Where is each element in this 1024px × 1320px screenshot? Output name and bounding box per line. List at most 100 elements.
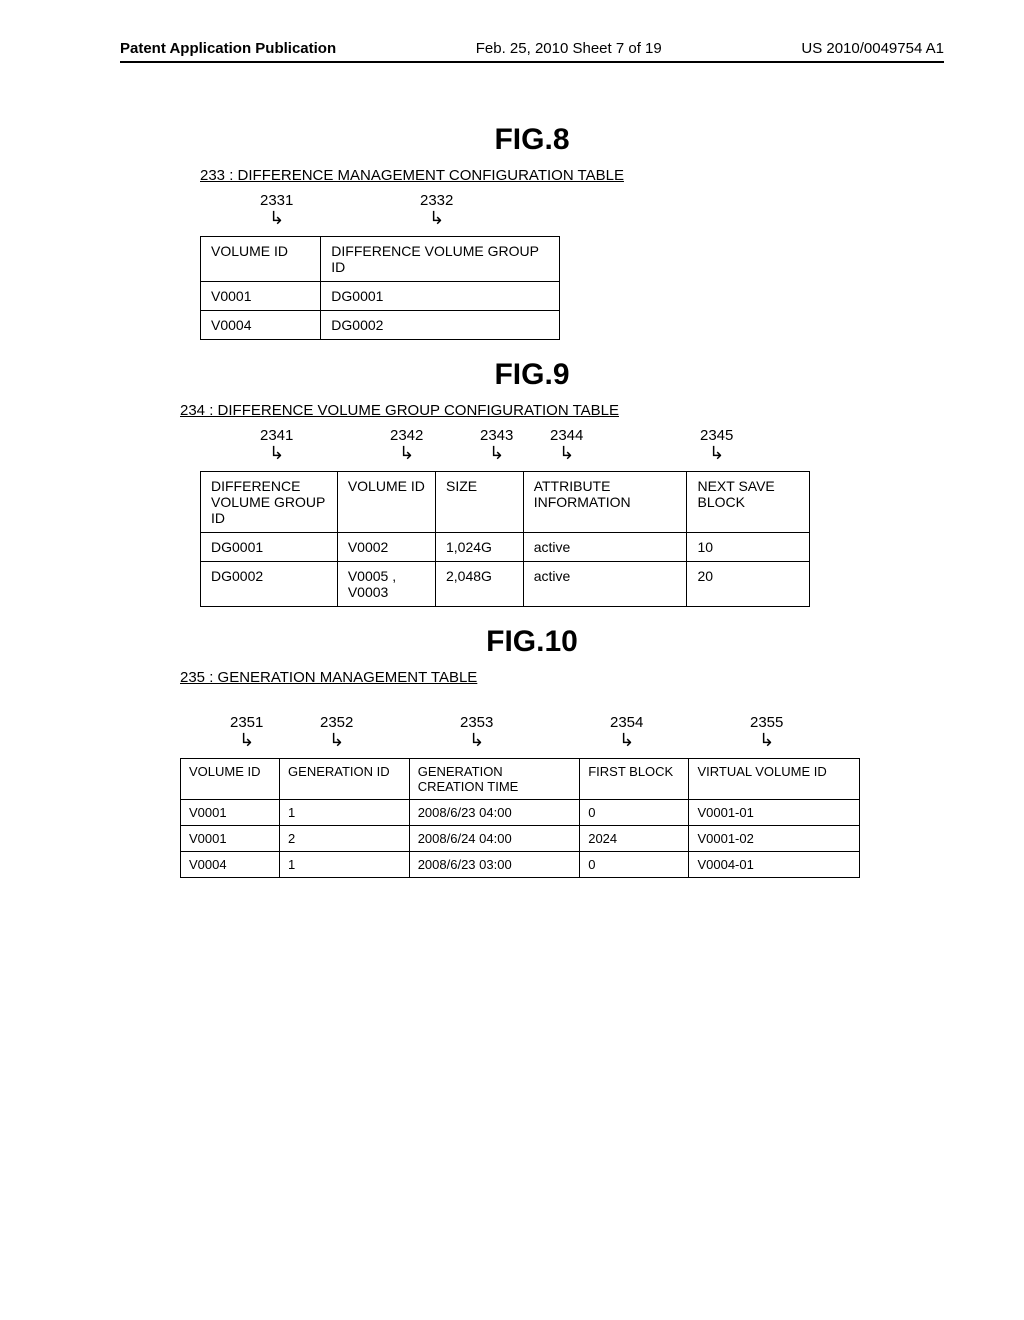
refnum-label: 2352 [320, 714, 353, 731]
fig8-caption: 233 : DIFFERENCE MANAGEMENT CONFIGURATIO… [200, 167, 944, 184]
refnum-label: 2345 [700, 427, 733, 444]
table-cell: V0001-02 [689, 826, 860, 852]
table-cell: V0004 [181, 852, 280, 878]
refnum-hook-icon: ↳ [480, 446, 513, 460]
table-cell: 10 [687, 533, 810, 562]
fig9-title: FIG.9 [120, 358, 944, 392]
table-cell: V0004-01 [689, 852, 860, 878]
column-ref-2343: 2343 ↳ [480, 427, 513, 460]
column-ref-2351: 2351 ↳ [230, 714, 263, 747]
column-ref-2332: 2332 ↳ [420, 192, 453, 225]
table-cell: 0 [580, 852, 689, 878]
table-cell: DG0002 [201, 562, 338, 607]
refnum-hook-icon: ↳ [390, 446, 423, 460]
table-row: V0001DG0001 [201, 282, 560, 311]
fig10-table: VOLUME IDGENERATION IDGENERATION CREATIO… [180, 758, 860, 878]
header-right: US 2010/0049754 A1 [801, 40, 944, 57]
table-row: V000122008/6/24 04:002024V0001-02 [181, 826, 860, 852]
table-cell: V0001-01 [689, 800, 860, 826]
table-cell: 2,048G [435, 562, 523, 607]
column-header: VOLUME ID [337, 472, 435, 533]
column-header: VOLUME ID [201, 237, 321, 282]
refnum-hook-icon: ↳ [230, 733, 263, 747]
table-cell: active [523, 562, 687, 607]
table-cell: 1 [280, 852, 410, 878]
fig10-title: FIG.10 [120, 625, 944, 659]
table-cell: 2008/6/24 04:00 [409, 826, 580, 852]
header-left: Patent Application Publication [120, 40, 336, 57]
refnum-hook-icon: ↳ [460, 733, 493, 747]
table-cell: 2024 [580, 826, 689, 852]
refnum-label: 2331 [260, 192, 293, 209]
refnum-label: 2343 [480, 427, 513, 444]
column-header: DIFFERENCE VOLUME GROUP ID [321, 237, 560, 282]
refnum-hook-icon: ↳ [320, 733, 353, 747]
table-row: V0004DG0002 [201, 311, 560, 340]
column-ref-2344: 2344 ↳ [550, 427, 583, 460]
refnum-label: 2332 [420, 192, 453, 209]
column-header: NEXT SAVE BLOCK [687, 472, 810, 533]
page-header: Patent Application Publication Feb. 25, … [120, 40, 944, 63]
table-cell: active [523, 533, 687, 562]
fig10-caption: 235 : GENERATION MANAGEMENT TABLE [180, 669, 944, 686]
refnum-hook-icon: ↳ [750, 733, 783, 747]
table-cell: V0001 [201, 282, 321, 311]
refnum-hook-icon: ↳ [700, 446, 733, 460]
column-ref-2345: 2345 ↳ [700, 427, 733, 460]
column-header: GENERATION ID [280, 759, 410, 800]
refnum-label: 2354 [610, 714, 643, 731]
fig10-refnums: 2351 ↳ 2352 ↳ 2353 ↳ 2354 ↳ 2355 ↳ [180, 714, 944, 754]
fig8-refnums: 2331 ↳ 2332 ↳ [200, 192, 944, 232]
column-header: SIZE [435, 472, 523, 533]
table-row: DG0001V00021,024Gactive10 [201, 533, 810, 562]
column-ref-2341: 2341 ↳ [260, 427, 293, 460]
table-cell: V0001 [181, 826, 280, 852]
table-cell: 1,024G [435, 533, 523, 562]
table-cell: 1 [280, 800, 410, 826]
column-header: VOLUME ID [181, 759, 280, 800]
table-row: V000112008/6/23 04:000V0001-01 [181, 800, 860, 826]
column-ref-2342: 2342 ↳ [390, 427, 423, 460]
refnum-label: 2355 [750, 714, 783, 731]
column-ref-2355: 2355 ↳ [750, 714, 783, 747]
fig8-title: FIG.8 [120, 123, 944, 157]
fig9-table: DIFFERENCE VOLUME GROUP IDVOLUME IDSIZEA… [200, 471, 810, 607]
table-cell: 0 [580, 800, 689, 826]
table-cell: V0005 , V0003 [337, 562, 435, 607]
table-cell: DG0001 [321, 282, 560, 311]
refnum-hook-icon: ↳ [550, 446, 583, 460]
refnum-label: 2353 [460, 714, 493, 731]
table-cell: 20 [687, 562, 810, 607]
column-header: DIFFERENCE VOLUME GROUP ID [201, 472, 338, 533]
column-ref-2353: 2353 ↳ [460, 714, 493, 747]
refnum-label: 2344 [550, 427, 583, 444]
fig8-table: VOLUME IDDIFFERENCE VOLUME GROUP IDV0001… [200, 236, 560, 340]
table-cell: DG0001 [201, 533, 338, 562]
column-header: FIRST BLOCK [580, 759, 689, 800]
table-cell: DG0002 [321, 311, 560, 340]
refnum-hook-icon: ↳ [610, 733, 643, 747]
table-cell: 2008/6/23 04:00 [409, 800, 580, 826]
table-cell: 2 [280, 826, 410, 852]
header-center: Feb. 25, 2010 Sheet 7 of 19 [476, 40, 662, 57]
column-header: VIRTUAL VOLUME ID [689, 759, 860, 800]
refnum-label: 2351 [230, 714, 263, 731]
column-header: ATTRIBUTE INFORMATION [523, 472, 687, 533]
refnum-hook-icon: ↳ [260, 446, 293, 460]
refnum-label: 2341 [260, 427, 293, 444]
column-ref-2331: 2331 ↳ [260, 192, 293, 225]
column-ref-2352: 2352 ↳ [320, 714, 353, 747]
column-header: GENERATION CREATION TIME [409, 759, 580, 800]
fig9-refnums: 2341 ↳ 2342 ↳ 2343 ↳ 2344 ↳ 2345 ↳ [200, 427, 944, 467]
fig9-caption: 234 : DIFFERENCE VOLUME GROUP CONFIGURAT… [180, 402, 944, 419]
table-row: DG0002V0005 , V00032,048Gactive20 [201, 562, 810, 607]
table-cell: V0002 [337, 533, 435, 562]
refnum-hook-icon: ↳ [260, 211, 293, 225]
table-cell: V0001 [181, 800, 280, 826]
column-ref-2354: 2354 ↳ [610, 714, 643, 747]
table-row: V000412008/6/23 03:000V0004-01 [181, 852, 860, 878]
refnum-label: 2342 [390, 427, 423, 444]
table-cell: 2008/6/23 03:00 [409, 852, 580, 878]
refnum-hook-icon: ↳ [420, 211, 453, 225]
table-cell: V0004 [201, 311, 321, 340]
